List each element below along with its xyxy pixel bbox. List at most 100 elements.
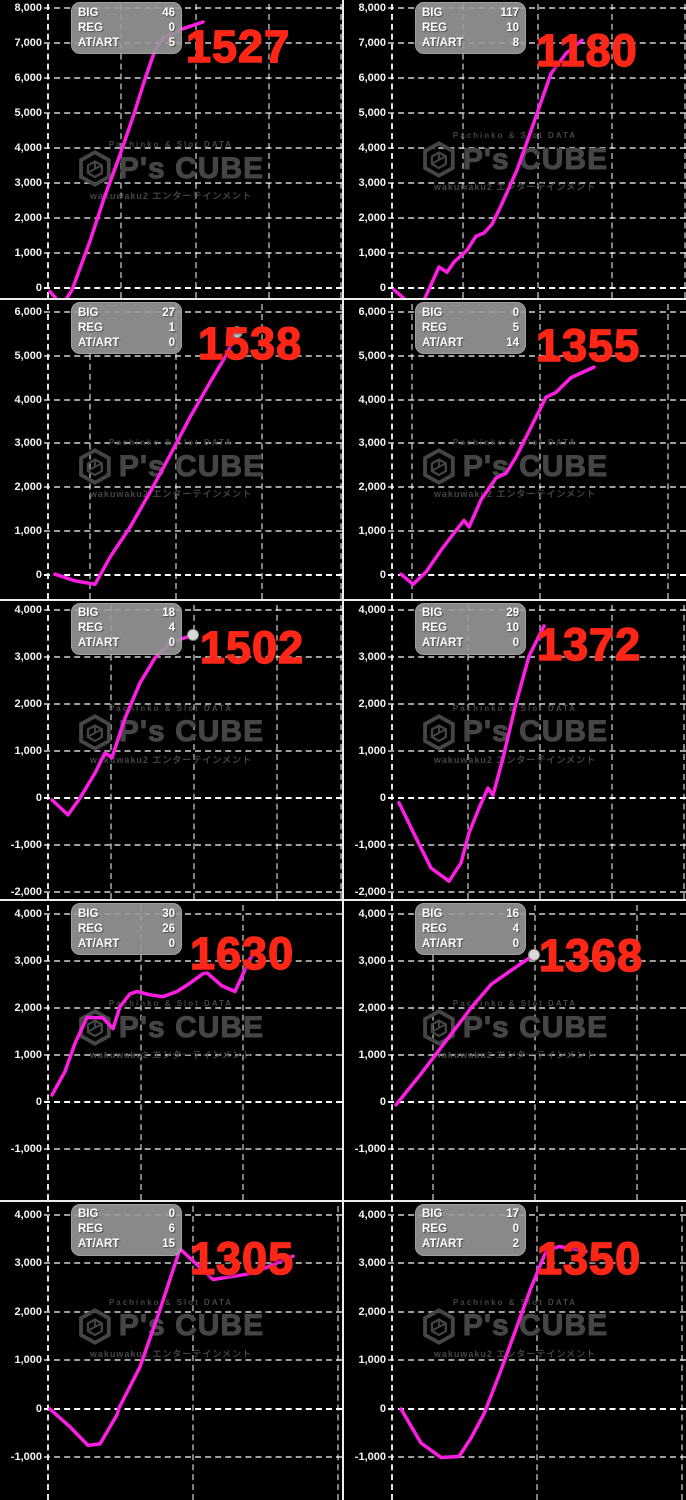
legend-value: 27 [162,306,175,319]
watermark-subtitle: wakuwaku2 エンターテインメント [433,489,597,500]
gridline-vertical [681,1205,683,1500]
y-axis-label: 1,000 [358,524,386,537]
y-axis-label: 0 [35,791,42,804]
gridline-horizontal [388,843,686,846]
y-axis-line [391,905,393,1200]
gridline-horizontal [44,1054,342,1057]
y-axis-line [47,905,49,1200]
slump-graph-panel-7[interactable]: Pachinko & Slot DATA P's CUBE wakuwaku2 … [0,901,342,1200]
slump-graph-panel-8[interactable]: Pachinko & Slot DATA P's CUBE wakuwaku2 … [344,901,686,1200]
slump-graph-panel-10[interactable]: Pachinko & Slot DATA P's CUBE wakuwaku2 … [344,1201,686,1500]
y-axis-label: 0 [379,568,386,581]
watermark-subtitle: wakuwaku2 エンターテインメント [433,182,597,192]
y-axis-label: 8,000 [358,2,386,14]
watermark-subtitle: wakuwaku2 エンターテインメント [89,489,253,500]
legend-label: REG [78,1223,103,1236]
gridline-vertical [261,304,263,599]
legend-value: 1 [168,321,175,334]
slump-graph-panel-3[interactable]: Pachinko & Slot DATA P's CUBE wakuwaku2 … [0,300,342,599]
gridline-horizontal [388,608,686,611]
legend-value: 0 [168,21,175,34]
gridline-vertical [683,604,685,900]
y-axis-line [391,604,393,900]
gridline-vertical [340,304,342,599]
legend-label: AT/ART [78,36,120,49]
legend-row-at-art: AT/ART 2 [422,1237,519,1252]
gridline-vertical [140,905,142,1200]
legend-row-reg: REG 0 [422,1222,519,1237]
legend-value: 117 [500,6,519,19]
legend-label: BIG [422,1208,443,1221]
gridline-horizontal [388,702,686,705]
legend-row-big: BIG 0 [78,1207,175,1222]
watermark: Pachinko & Slot DATA P's CUBE wakuwaku2 … [422,1298,608,1360]
y-axis-label: 3,000 [14,437,42,450]
legend-row-big: BIG 30 [78,906,175,921]
y-axis-label: 0 [379,282,386,294]
gridline-horizontal [388,913,686,916]
legend-value: 6 [168,1223,175,1236]
legend-label: AT/ART [422,637,464,650]
gridline-horizontal [44,217,342,219]
y-axis-label: 2,000 [14,481,42,494]
legend-row-at-art: AT/ART 14 [422,335,519,350]
y-axis-label: 2,000 [358,697,386,710]
slump-graph-panel-4[interactable]: Pachinko & Slot DATA P's CUBE wakuwaku2 … [344,300,686,599]
gridline-horizontal [44,311,342,314]
legend-label: REG [422,922,447,935]
slump-graph-panel-2[interactable]: Pachinko & Slot DATA P's CUBE wakuwaku2 … [344,0,686,299]
slump-graph-panel-9[interactable]: Pachinko & Slot DATA P's CUBE wakuwaku2 … [0,1201,342,1500]
total-games-label: 1527 [185,21,291,72]
legend-row-at-art: AT/ART 0 [78,636,175,651]
gridline-horizontal [44,1148,342,1151]
legend-value: 4 [168,622,175,635]
slump-line [392,38,584,298]
zero-gridline [44,1101,342,1104]
gridline-horizontal [44,398,342,401]
legend-label: BIG [422,907,443,920]
y-axis-label: 4,000 [14,1208,42,1221]
y-axis-line [391,1205,393,1500]
y-axis-label: 5,000 [358,107,386,119]
slump-line [50,954,254,1097]
legend-value: 10 [506,622,519,635]
gridline-horizontal [44,913,342,916]
watermark-subtitle: wakuwaku2 エンターテインメント [89,754,253,765]
y-axis-label: 0 [379,791,386,804]
gridline-vertical [462,4,464,299]
y-axis-label: 1,000 [14,1354,42,1367]
y-axis-line [47,304,49,599]
legend-value: 26 [162,922,175,935]
slump-graph-panel-5[interactable]: Pachinko & Slot DATA P's CUBE wakuwaku2 … [0,600,342,900]
legend-label: AT/ART [422,1238,464,1251]
y-axis-label: 0 [379,1096,386,1109]
gridline-horizontal [44,7,342,9]
slump-line [399,1244,588,1459]
y-axis-label: 1,000 [14,524,42,537]
watermark: Pachinko & Slot DATA P's CUBE wakuwaku2 … [78,704,264,766]
slump-graph-panel-6[interactable]: Pachinko & Slot DATA P's CUBE wakuwaku2 … [344,600,686,900]
watermark-tagline: Pachinko & Slot DATA [452,438,578,448]
gridline-horizontal [388,311,686,314]
y-axis-line [47,1205,49,1500]
bonus-count-legend: BIG 0 REG 5 AT/ART 14 [415,302,526,355]
watermark: Pachinko & Slot DATA P's CUBE wakuwaku2 … [422,131,608,193]
slump-graph-panel-1[interactable]: Pachinko & Slot DATA P's CUBE wakuwaku2 … [0,0,342,299]
zero-gridline [44,573,342,576]
slump-line-chart [399,365,596,587]
watermark-brand: P's CUBE [462,715,609,749]
gridline-vertical [636,905,638,1200]
watermark: Pachinko & Slot DATA P's CUBE wakuwaku2 … [78,999,264,1061]
legend-label: AT/ART [422,336,464,349]
slump-line [48,20,205,298]
y-axis-label: 6,000 [358,306,386,319]
legend-row-at-art: AT/ART 0 [78,335,175,350]
gridline-vertical [340,4,342,299]
ps-cube-logo-icon [423,141,455,178]
gridline-horizontal [44,529,342,532]
legend-value: 0 [512,1223,519,1236]
legend-value: 5 [512,321,519,334]
y-axis-label: 3,000 [358,1257,386,1270]
y-axis-label: 4,000 [358,393,386,406]
slump-line-chart [53,326,243,587]
